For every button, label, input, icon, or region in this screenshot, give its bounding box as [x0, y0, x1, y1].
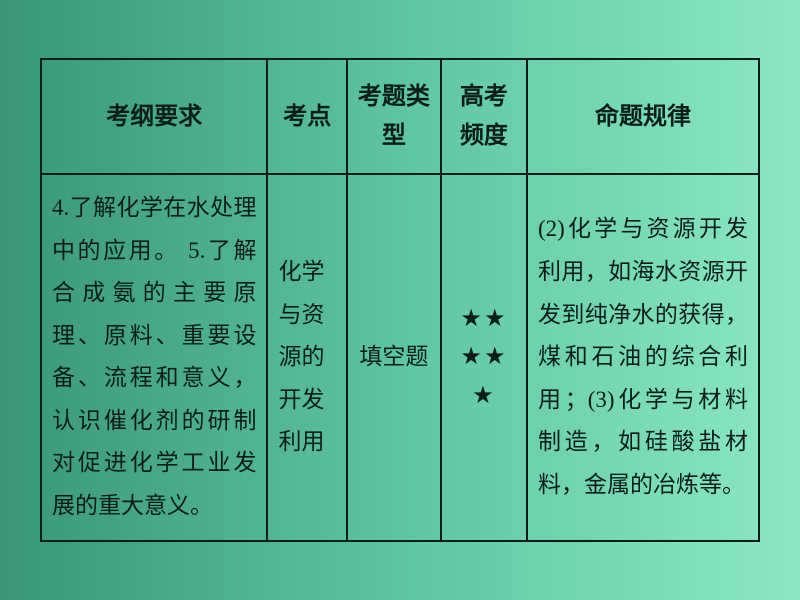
header-freq: 高考频度 — [441, 59, 527, 174]
header-rule: 命题规律 — [527, 59, 759, 174]
table-header: 考纲要求 考点 考题类型 高考频度 命题规律 — [41, 59, 759, 174]
header-requirement: 考纲要求 — [41, 59, 267, 174]
cell-type: 填空题 — [347, 174, 441, 540]
cell-freq: ★★ ★★ ★ — [441, 174, 527, 540]
star-line-1: ★★ — [452, 300, 516, 338]
header-type: 考题类型 — [347, 59, 441, 174]
cell-point: 化学与资源的开发利用 — [267, 174, 347, 540]
table-row: 4.了解化学在水处理中的应用。 5.了解合成氨的主要原理、原料、重要设备、流程和… — [41, 174, 759, 540]
table-header-row: 考纲要求 考点 考题类型 高考频度 命题规律 — [41, 59, 759, 174]
exam-syllabus-table: 考纲要求 考点 考题类型 高考频度 命题规律 4.了解化学在水处理中的应用。 5… — [40, 58, 760, 541]
star-line-2: ★★ — [452, 338, 516, 376]
cell-rule: (2)化学与资源开发利用，如海水资源开发到纯净水的获得，煤和石油的综合利用；(3… — [527, 174, 759, 540]
table-body: 4.了解化学在水处理中的应用。 5.了解合成氨的主要原理、原料、重要设备、流程和… — [41, 174, 759, 540]
cell-requirement: 4.了解化学在水处理中的应用。 5.了解合成氨的主要原理、原料、重要设备、流程和… — [41, 174, 267, 540]
star-line-3: ★ — [452, 377, 516, 415]
header-point: 考点 — [267, 59, 347, 174]
